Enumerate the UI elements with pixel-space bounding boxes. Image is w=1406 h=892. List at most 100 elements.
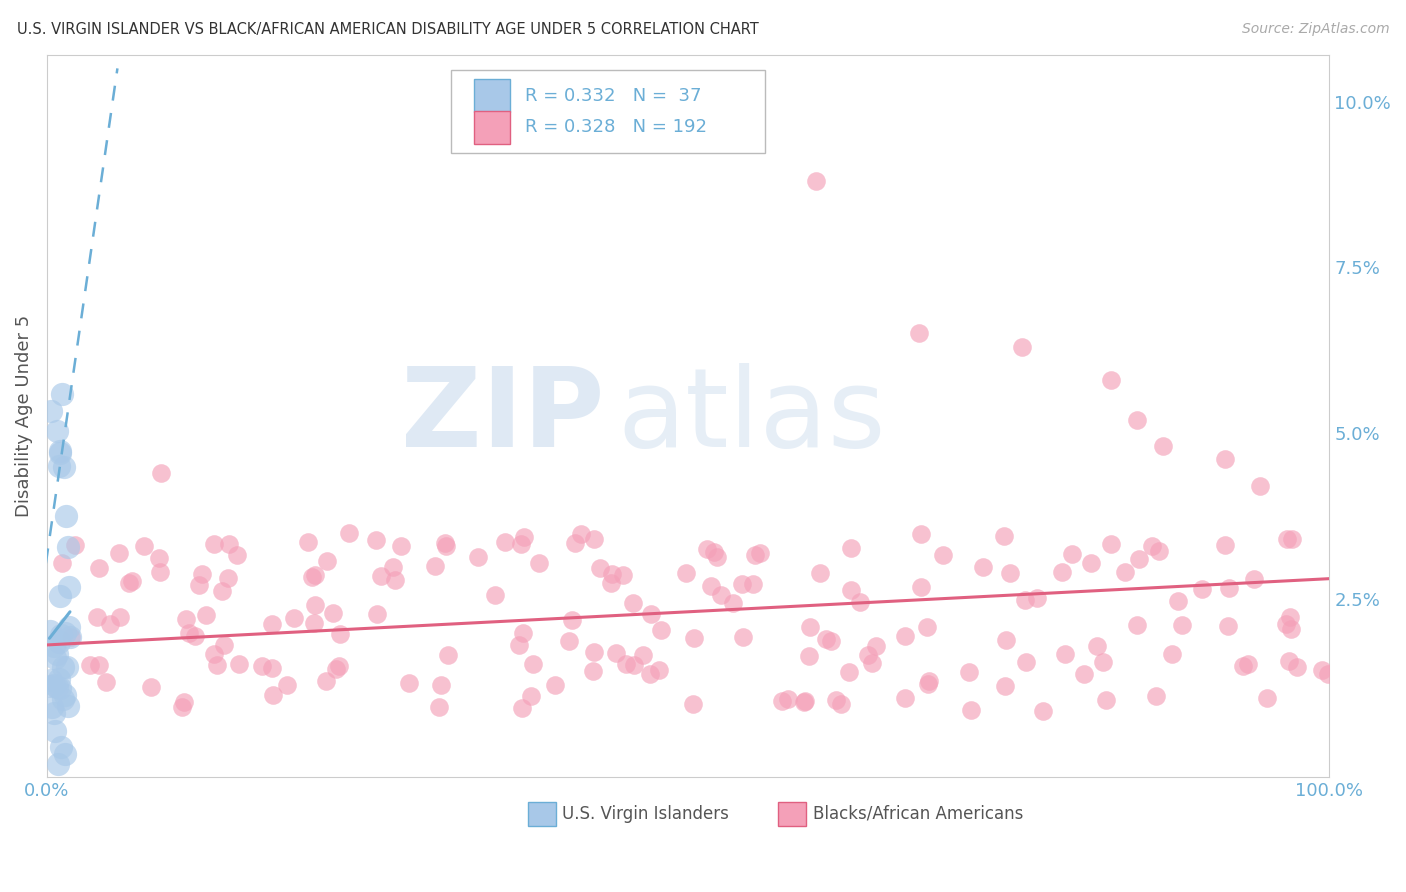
Point (87, 658, 110, 673)
Y-axis label: Disability Age Under 5: Disability Age Under 5 (15, 315, 32, 517)
Point (283, 610, 305, 624)
Point (793, 694, 815, 708)
Point (437, 648, 460, 663)
Point (849, 594, 872, 608)
Point (44, 706, 66, 720)
Point (1092, 655, 1115, 669)
Point (1279, 609, 1302, 624)
Text: U.S. Virgin Islanders: U.S. Virgin Islanders (562, 805, 730, 822)
Point (1128, 552, 1150, 566)
Point (799, 619, 821, 633)
Point (512, 530, 534, 544)
Point (339, 526, 361, 541)
Point (52, 691, 75, 706)
Point (825, 693, 848, 707)
Point (48, 446, 70, 460)
Point (302, 615, 325, 630)
Point (202, 648, 225, 662)
Point (993, 529, 1015, 543)
Point (957, 665, 980, 679)
Point (917, 676, 939, 690)
Text: ZIP: ZIP (401, 363, 605, 470)
Point (650, 623, 672, 637)
Point (721, 596, 744, 610)
Point (121, 574, 143, 588)
Point (86, 609, 108, 624)
Point (52, 660, 75, 674)
Point (731, 577, 754, 591)
Point (364, 533, 387, 548)
Point (260, 661, 283, 675)
Point (398, 675, 420, 690)
Point (49, 628, 72, 642)
Point (1014, 592, 1036, 607)
Point (48, 443, 70, 458)
Point (170, 700, 193, 714)
Point (1166, 594, 1188, 608)
Point (582, 645, 605, 659)
Point (190, 566, 212, 581)
Point (564, 536, 586, 550)
Point (699, 579, 721, 593)
Point (1140, 539, 1163, 553)
Point (589, 561, 612, 575)
Point (1216, 619, 1239, 633)
Point (894, 691, 917, 706)
Point (1152, 439, 1174, 453)
Point (744, 549, 766, 563)
Point (429, 677, 451, 691)
Point (49, 681, 72, 695)
Point (58, 620, 80, 634)
Point (856, 648, 879, 663)
Point (1011, 340, 1033, 354)
Point (46, 647, 69, 661)
Point (706, 550, 728, 565)
Point (1099, 373, 1122, 387)
Point (1310, 663, 1333, 677)
Point (139, 680, 162, 694)
Text: R = 0.332   N =  37: R = 0.332 N = 37 (526, 87, 702, 104)
Point (1275, 532, 1298, 546)
Point (495, 535, 517, 549)
Point (63, 538, 86, 552)
Point (631, 648, 654, 663)
Point (370, 569, 392, 583)
Point (212, 638, 235, 652)
Bar (527, 802, 555, 826)
Point (793, 695, 815, 709)
Point (749, 546, 772, 560)
Point (149, 466, 172, 480)
Point (1146, 690, 1168, 704)
Point (1160, 647, 1182, 661)
Point (910, 526, 932, 541)
Point (558, 634, 581, 648)
Point (1278, 654, 1301, 668)
Point (149, 565, 172, 579)
FancyBboxPatch shape (451, 70, 765, 153)
Point (894, 629, 917, 643)
Point (918, 673, 941, 688)
Text: U.S. VIRGIN ISLANDER VS BLACK/AFRICAN AMERICAN DISABILITY AGE UNDER 5 CORRELATIO: U.S. VIRGIN ISLANDER VS BLACK/AFRICAN AM… (17, 22, 759, 37)
Point (87, 561, 110, 575)
Point (46, 680, 69, 694)
Point (1094, 693, 1116, 707)
Bar (474, 111, 510, 144)
Point (841, 541, 863, 555)
Point (932, 548, 955, 562)
Point (304, 568, 326, 582)
Point (1085, 639, 1108, 653)
Point (1080, 556, 1102, 570)
Point (217, 571, 239, 585)
Point (972, 560, 994, 574)
Point (205, 657, 228, 672)
Point (384, 573, 406, 587)
Point (328, 659, 350, 673)
Point (561, 613, 583, 627)
Point (423, 558, 446, 573)
Point (1099, 537, 1122, 551)
Point (710, 588, 733, 602)
Point (733, 630, 755, 644)
Point (225, 548, 247, 562)
Point (582, 664, 605, 678)
Point (42, 640, 65, 654)
